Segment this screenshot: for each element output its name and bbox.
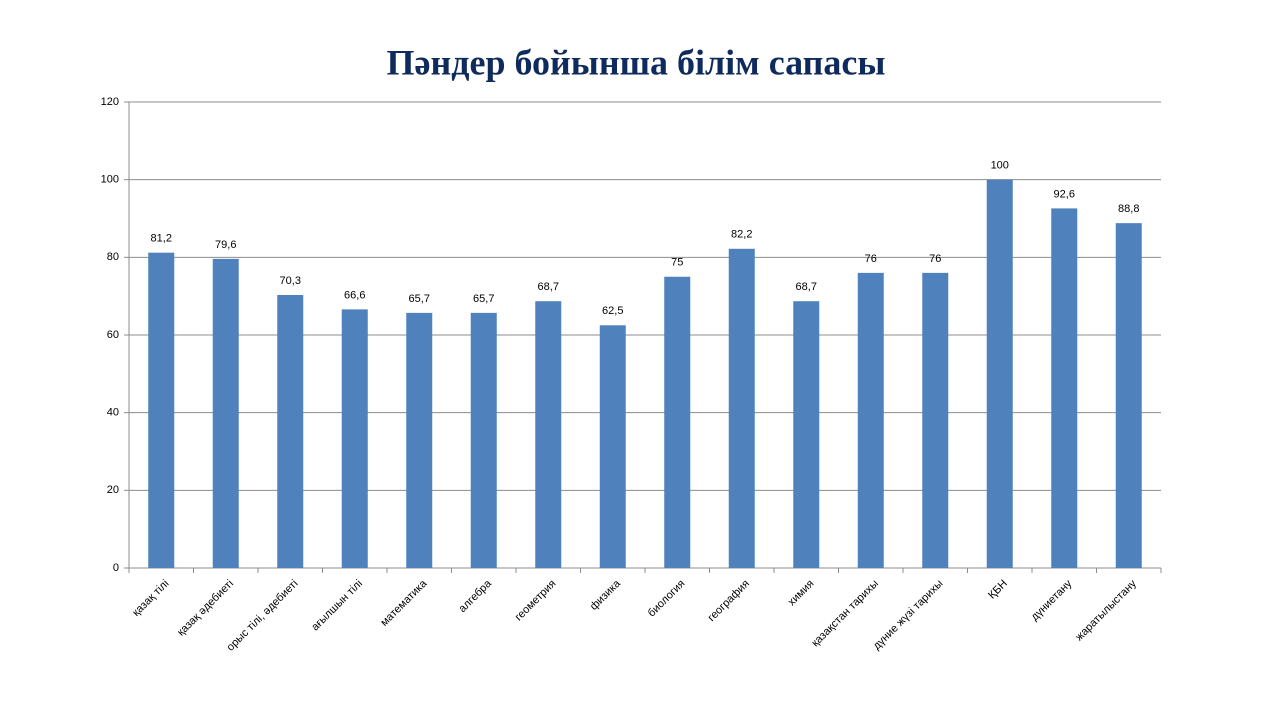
bar	[857, 272, 884, 568]
x-tick-label: химия	[786, 578, 817, 609]
value-label: 82,2	[731, 229, 752, 241]
y-tick-label: 60	[107, 329, 119, 341]
bar	[664, 276, 691, 568]
bar	[986, 179, 1013, 568]
value-label: 70,3	[280, 275, 301, 287]
y-tick-label: 100	[101, 174, 119, 186]
bar	[341, 309, 368, 568]
bar	[470, 312, 497, 568]
value-label: 81,2	[151, 233, 172, 245]
x-tick-label: қазақ тілі	[130, 578, 171, 619]
value-label: 62,5	[602, 305, 623, 317]
y-tick-label: 0	[113, 562, 119, 574]
value-label: 76	[865, 253, 877, 265]
x-tick-label: орыс тілі, әдебиеті	[225, 578, 301, 654]
x-tick-label: ағылшын тілі	[309, 578, 365, 634]
bar	[922, 272, 949, 568]
x-tick-label: физика	[588, 577, 624, 613]
x-tick-label: математика	[378, 577, 430, 629]
value-label: 100	[991, 160, 1009, 172]
x-tick-label: қазақ әдебиеті	[175, 578, 236, 639]
value-label: 88,8	[1118, 203, 1139, 215]
x-tick-label: геометрия	[513, 578, 559, 624]
value-label: 76	[929, 253, 941, 265]
x-tick-label: география	[706, 578, 752, 624]
value-label: 65,7	[409, 293, 430, 305]
chart-title: Пәндер бойынша білім сапасы	[387, 42, 886, 82]
x-tick-label: ҚБН	[986, 578, 1010, 602]
x-tick-label: дүние жүзі тарихы	[871, 578, 946, 653]
value-label: 92,6	[1054, 188, 1075, 200]
x-tick-label: жаратылыстану	[1073, 577, 1139, 643]
bar	[212, 258, 239, 568]
bar	[728, 248, 755, 569]
bar	[148, 252, 175, 568]
y-tick-label: 40	[107, 407, 119, 419]
x-tick-label: дүниетану	[1029, 577, 1075, 623]
x-tick-label: биология	[646, 578, 688, 620]
bar	[1051, 208, 1078, 569]
value-label: 66,6	[344, 289, 365, 301]
bar	[277, 295, 304, 568]
x-tick-label: алгебра	[457, 577, 495, 615]
bar	[1115, 223, 1142, 568]
value-label: 65,7	[473, 293, 494, 305]
bar	[793, 301, 820, 568]
bar	[406, 312, 433, 568]
value-label: 68,7	[538, 281, 559, 293]
x-tick-label: қазақстан тарихы	[809, 578, 881, 650]
bar	[599, 325, 626, 568]
bar	[535, 301, 562, 568]
y-tick-label: 120	[101, 96, 119, 108]
value-label: 75	[671, 257, 683, 269]
y-tick-label: 80	[107, 251, 119, 263]
y-tick-label: 20	[107, 484, 119, 496]
value-label: 68,7	[796, 281, 817, 293]
value-label: 79,6	[215, 239, 236, 251]
